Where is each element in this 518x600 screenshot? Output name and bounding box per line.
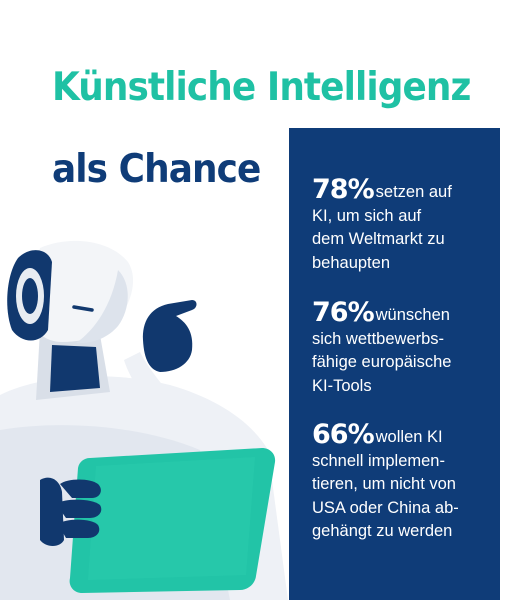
stat-text: wollen KI schnell implemen- tieren, um n… [312,428,459,540]
stat-text: wünschen sich wettbewerbs- fähige europä… [312,306,452,395]
stat-text: setzen auf KI, um sich auf dem Weltmarkt… [312,183,452,272]
tablet-icon [69,448,276,593]
stat-item: 66% wollen KI schnell implemen- tieren, u… [312,421,497,544]
stat-percent: 76% [312,297,375,328]
stat-percent: 78% [312,174,375,205]
stat-percent: 66% [312,419,375,450]
stats-panel [289,128,500,600]
stat-item: 78% setzen auf KI, um sich auf dem Weltma… [312,176,497,275]
page-title: Künstliche Intelligenz [52,65,471,111]
page-subtitle: als Chance [52,147,261,193]
stat-item: 76% wünschen sich wettbewerbs- fähige eur… [312,299,497,398]
